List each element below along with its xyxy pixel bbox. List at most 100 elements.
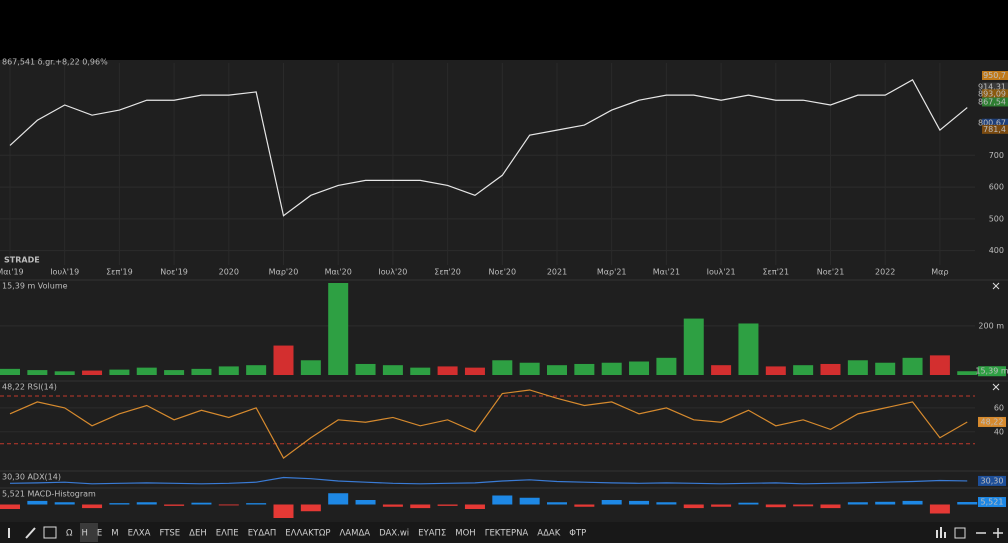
x-tick-label: Μαι'21 bbox=[653, 268, 680, 277]
panel-title: 15,39 m Volume bbox=[2, 282, 68, 291]
data-line bbox=[9, 389, 968, 459]
y-tick-label: 40 bbox=[994, 427, 1004, 436]
bar bbox=[246, 365, 267, 375]
bar bbox=[957, 371, 978, 375]
bar bbox=[656, 357, 677, 375]
last-value-label: 15,39 m bbox=[975, 367, 1008, 376]
bar bbox=[519, 497, 540, 505]
toolbar-button[interactable]: ΓΕΚΤΕΡΝΑ bbox=[485, 529, 529, 539]
x-tick-label: Ιουλ'19 bbox=[50, 268, 79, 277]
price-label: 781,4 bbox=[983, 125, 1006, 134]
x-tick-label: Μαρ'20 bbox=[269, 268, 299, 277]
toolbar-button[interactable]: Ε bbox=[97, 529, 102, 539]
y-tick-label: 400 bbox=[989, 246, 1004, 255]
x-tick-label: Νοε'20 bbox=[489, 268, 517, 277]
toolbar-button[interactable]: ΑΔΑΚ bbox=[537, 529, 560, 539]
toolbar-button[interactable]: ΕΛΠΕ bbox=[216, 529, 239, 539]
bar bbox=[82, 504, 103, 509]
toolbar-button[interactable]: FTSE bbox=[159, 529, 180, 539]
bar bbox=[437, 504, 458, 506]
price-label-box bbox=[982, 71, 1008, 81]
bar bbox=[246, 503, 267, 505]
bar bbox=[793, 365, 814, 375]
last-value-label: 5,521 bbox=[981, 498, 1004, 507]
table-icon[interactable] bbox=[43, 526, 57, 539]
bar bbox=[0, 504, 20, 509]
last-value-box bbox=[978, 416, 1006, 427]
y-tick-label: 700 bbox=[989, 151, 1004, 160]
chart-icon[interactable] bbox=[936, 530, 938, 538]
bar bbox=[765, 504, 786, 508]
toolbar-button[interactable]: ΕΥΑΠΣ bbox=[418, 529, 446, 539]
bar bbox=[109, 369, 130, 375]
toolbar-button[interactable]: ΦΤΡ bbox=[569, 529, 586, 539]
bar bbox=[683, 504, 704, 509]
price-label-box bbox=[982, 82, 1008, 92]
bar bbox=[711, 365, 732, 375]
bar bbox=[464, 504, 485, 509]
x-tick-label: Σεπ'21 bbox=[763, 268, 790, 277]
bar bbox=[683, 318, 704, 375]
bar bbox=[601, 362, 622, 375]
toolbar bbox=[0, 522, 1008, 543]
toolbar-button[interactable]: Ω bbox=[66, 529, 73, 539]
y-tick-label: 60 bbox=[994, 403, 1004, 412]
last-value-label: 48,22 bbox=[981, 417, 1004, 426]
bar bbox=[136, 502, 157, 505]
active-tab bbox=[80, 523, 98, 542]
info-icon[interactable] bbox=[8, 528, 10, 538]
last-value-box bbox=[978, 366, 1006, 377]
bar bbox=[875, 501, 896, 505]
bar bbox=[0, 368, 20, 375]
price-label-box bbox=[982, 97, 1008, 107]
toolbar-icons bbox=[8, 523, 1003, 542]
toolbar-button[interactable]: ΕΛΧΑ bbox=[128, 529, 151, 539]
toolbar-button[interactable]: DAX.wi bbox=[379, 529, 409, 539]
chart-icon[interactable] bbox=[944, 532, 946, 538]
x-tick-label: Σεπ'20 bbox=[434, 268, 461, 277]
bar bbox=[410, 504, 431, 509]
bar bbox=[656, 502, 677, 505]
chart-icon[interactable] bbox=[940, 527, 942, 538]
bar bbox=[929, 504, 950, 514]
top-bar bbox=[0, 0, 1008, 60]
toolbar-button[interactable]: ΕΛΛΑΚΤΩΡ bbox=[285, 529, 330, 539]
bar bbox=[218, 366, 239, 375]
price-label-box bbox=[982, 89, 1008, 99]
toolbar-button[interactable]: ΕΥΔΑΠ bbox=[248, 529, 277, 539]
toolbar-button[interactable]: Η bbox=[82, 529, 88, 539]
y-tick-label: 200 m bbox=[978, 321, 1004, 330]
toolbar-button[interactable]: Μ bbox=[111, 529, 118, 539]
bar bbox=[519, 362, 540, 375]
last-value-label: 30,30 bbox=[981, 476, 1004, 485]
bar bbox=[547, 502, 567, 505]
y-tick-label: 600 bbox=[989, 183, 1004, 192]
chart-background bbox=[0, 60, 1008, 522]
toolbar-button[interactable]: ΛΑΜΔΑ bbox=[339, 529, 370, 539]
close-button bbox=[992, 282, 1000, 290]
bar bbox=[164, 504, 185, 506]
bar bbox=[492, 360, 513, 375]
bar bbox=[164, 370, 185, 375]
bar bbox=[929, 355, 950, 375]
bar bbox=[793, 504, 814, 507]
candle-icon[interactable] bbox=[954, 527, 966, 539]
bar bbox=[437, 366, 458, 375]
price-label-box bbox=[982, 118, 1008, 128]
bar bbox=[300, 360, 321, 375]
toolbar-button[interactable]: ΔΕΗ bbox=[189, 529, 207, 539]
x-tick-label: Μαρ bbox=[931, 268, 948, 277]
bar bbox=[738, 323, 759, 375]
bar bbox=[54, 502, 75, 505]
toolbar-button[interactable]: ΜΟΗ bbox=[455, 529, 475, 539]
bar bbox=[109, 503, 130, 505]
x-tick-label: Νοε'19 bbox=[160, 268, 188, 277]
x-tick-label: Ιουλ'21 bbox=[707, 268, 736, 277]
bar bbox=[136, 367, 157, 375]
bar bbox=[847, 502, 868, 505]
bar bbox=[574, 363, 595, 375]
draw-icon[interactable] bbox=[25, 527, 36, 539]
price-label: 893,09 bbox=[978, 89, 1006, 98]
bar bbox=[629, 500, 650, 505]
bar bbox=[27, 370, 48, 375]
